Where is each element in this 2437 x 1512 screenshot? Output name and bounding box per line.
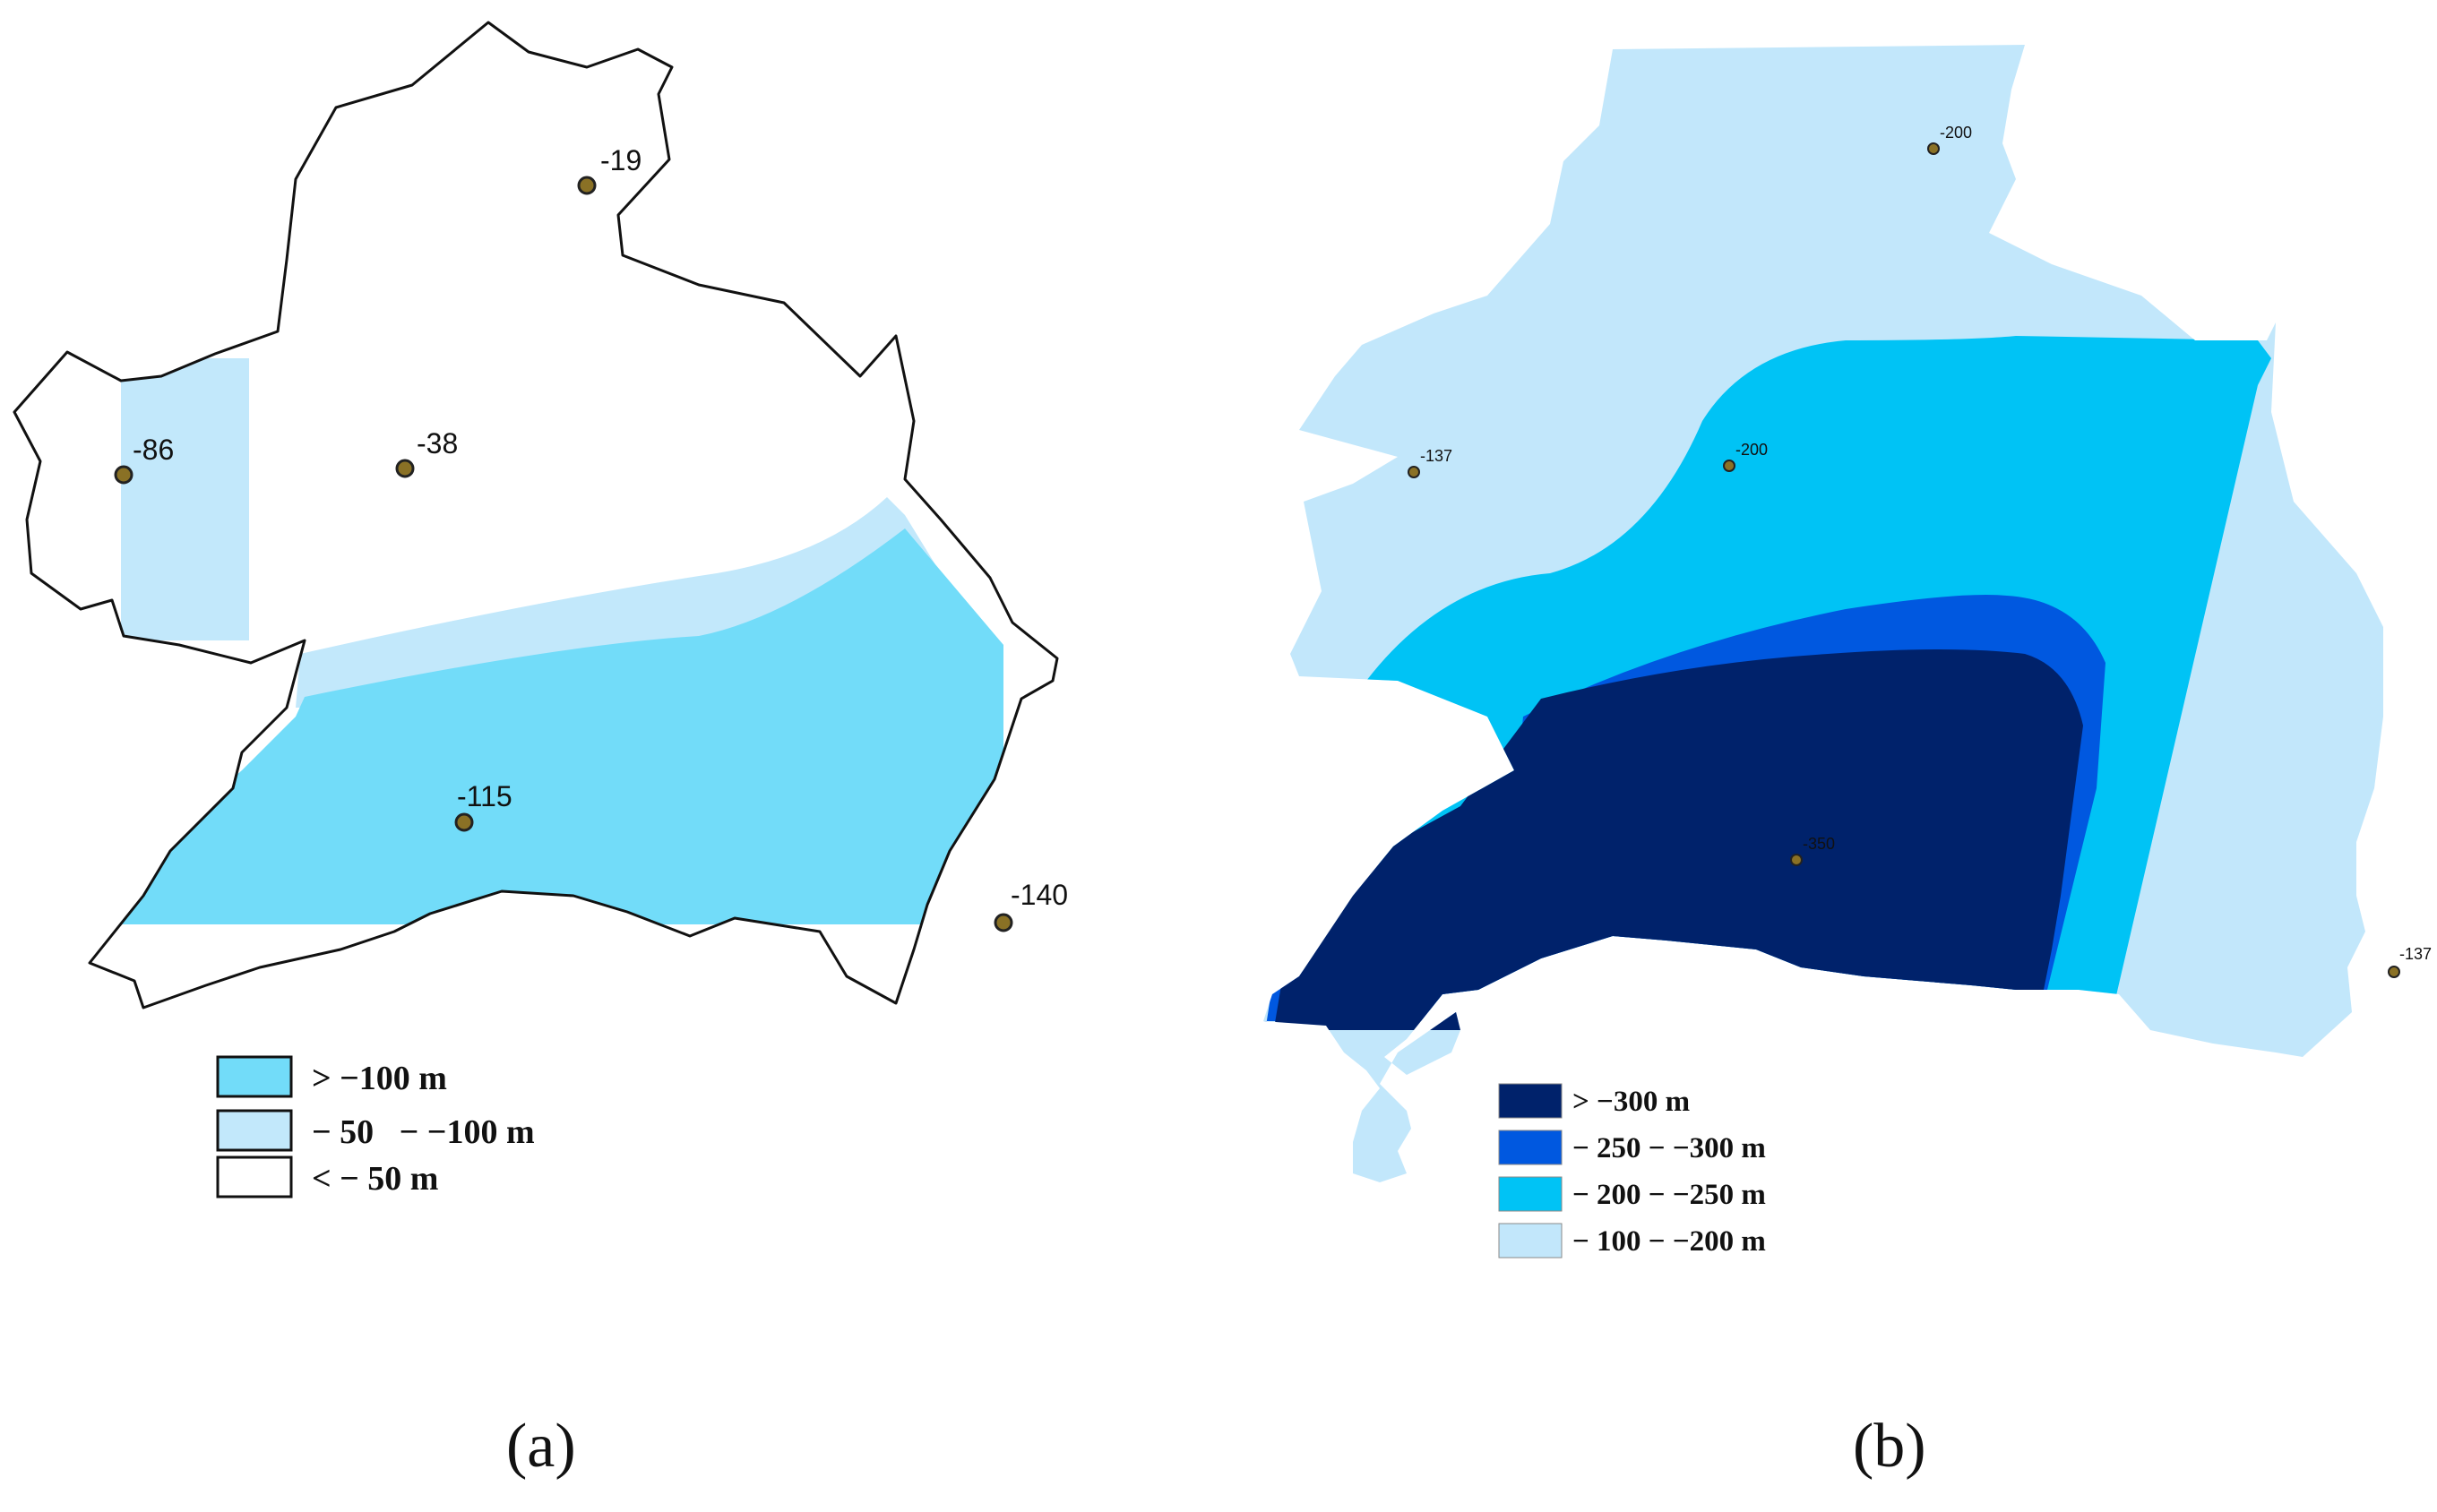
point-label: -38 <box>417 427 458 460</box>
legend-swatch <box>1498 1130 1563 1165</box>
zone-over-300 <box>1263 649 2083 1182</box>
sample-point: -19 <box>577 144 642 195</box>
legend-swatch <box>216 1109 293 1152</box>
sample-point: -137 <box>1408 447 1452 478</box>
point-label: -350 <box>1803 835 1835 853</box>
legend: > −100 m − 50 − −100 m < − 50 m <box>216 1055 535 1198</box>
sample-point: -137 <box>2388 945 2432 978</box>
map-panel-a: -19 -38 -86 -115 -140 > −100 m − 50 − −1… <box>13 21 1068 1198</box>
legend-label: − 200 − −250 m <box>1572 1179 1766 1211</box>
point-label: -200 <box>1940 124 1972 142</box>
sample-point: -350 <box>1790 835 1835 866</box>
sample-point: -115 <box>454 780 512 832</box>
map-panel-b: -200 -137 -200 -350 -137 > −300 m − 250 … <box>1263 45 2432 1259</box>
point-label: -86 <box>133 434 174 466</box>
legend-swatch <box>216 1155 293 1198</box>
zone-high <box>121 528 1003 924</box>
point-label: -115 <box>457 780 512 812</box>
sample-point: -140 <box>994 879 1068 932</box>
legend-label: < − 50 m <box>312 1160 438 1198</box>
legend-label: − 50 − −100 m <box>312 1113 535 1151</box>
caption-a: (a) <box>506 1412 576 1481</box>
sample-point: -38 <box>395 427 458 478</box>
sample-point: -86 <box>114 434 174 485</box>
point-label: -137 <box>2399 945 2432 963</box>
zone-mid-west <box>121 358 249 640</box>
legend-swatch <box>1498 1223 1563 1259</box>
point-label: -140 <box>1011 879 1068 911</box>
sample-point: -200 <box>1927 124 1972 155</box>
legend-label: − 100 − −200 m <box>1572 1225 1766 1258</box>
point-label: -137 <box>1420 447 1452 465</box>
legend-label: > −300 m <box>1572 1086 1690 1118</box>
legend-label: > −100 m <box>312 1060 447 1097</box>
legend-swatch <box>216 1055 293 1098</box>
legend-swatch <box>1498 1176 1563 1212</box>
legend: > −300 m − 250 − −300 m − 200 − −250 m −… <box>1498 1083 1766 1259</box>
legend-label: − 250 − −300 m <box>1572 1132 1766 1164</box>
caption-b: (b) <box>1853 1412 1926 1481</box>
legend-swatch <box>1498 1083 1563 1119</box>
sample-point: -200 <box>1723 441 1768 472</box>
region-outline <box>13 21 1059 1009</box>
point-label: -200 <box>1735 441 1768 459</box>
point-label: -19 <box>600 144 642 176</box>
